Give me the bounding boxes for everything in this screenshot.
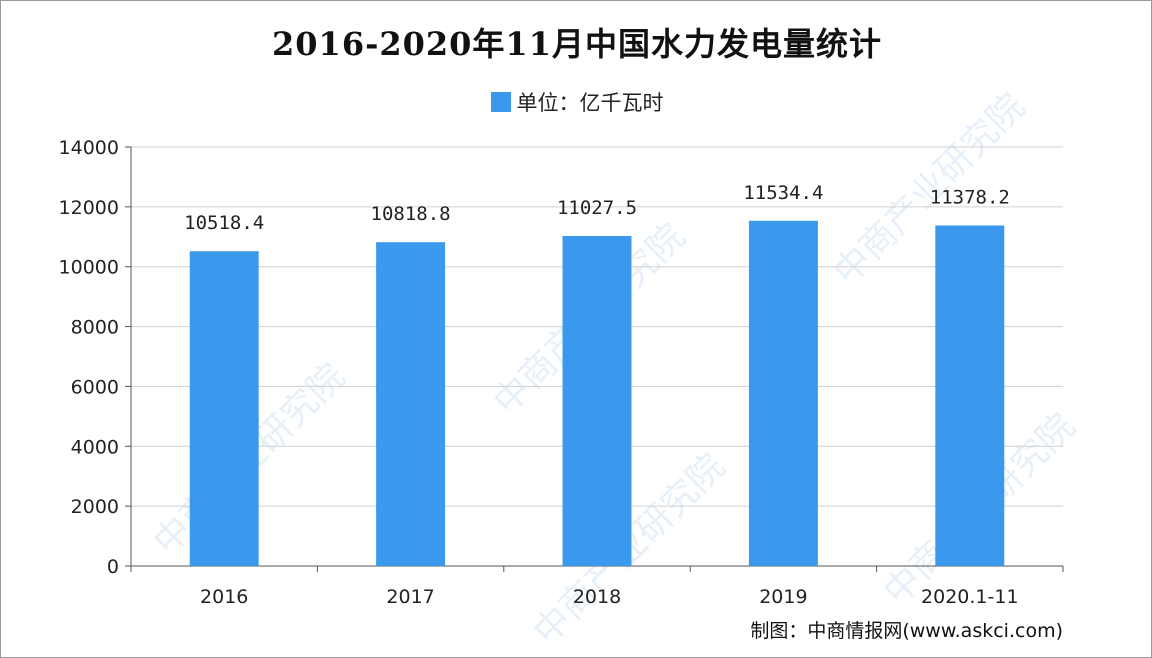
- bar: [935, 225, 1005, 566]
- y-tick-label: 6000: [71, 376, 119, 398]
- data-label: 10818.8: [371, 203, 451, 225]
- data-label: 11534.4: [743, 182, 823, 204]
- data-label: 11378.2: [930, 186, 1010, 208]
- y-tick-label: 10000: [59, 257, 119, 279]
- x-tick-label: 2020.1-11: [921, 586, 1019, 608]
- chart-title: 2016-2020年11月中国水力发电量统计: [272, 25, 882, 63]
- y-tick-label: 14000: [59, 137, 119, 159]
- bar: [376, 242, 446, 566]
- bar: [748, 220, 818, 567]
- x-tick-label: 2016: [200, 586, 248, 608]
- chart-legend: 单位：亿千瓦时: [1, 87, 1151, 117]
- source-credit: 制图：中商情报网(www.askci.com): [750, 620, 1063, 642]
- y-tick-label: 0: [107, 556, 119, 578]
- x-tick-label: 2019: [759, 586, 807, 608]
- legend-swatch: [490, 92, 511, 112]
- y-tick-label: 12000: [59, 197, 119, 219]
- y-tick-label: 2000: [71, 496, 119, 518]
- y-tick-label: 4000: [71, 436, 119, 458]
- data-label: 10518.4: [184, 212, 264, 234]
- legend-label: 单位：亿千瓦时: [516, 91, 664, 115]
- x-tick-label: 2018: [573, 586, 621, 608]
- y-tick-label: 8000: [71, 317, 119, 339]
- bar: [562, 235, 632, 566]
- bar: [189, 251, 259, 566]
- x-tick-label: 2017: [386, 586, 434, 608]
- data-label: 11027.5: [557, 197, 637, 219]
